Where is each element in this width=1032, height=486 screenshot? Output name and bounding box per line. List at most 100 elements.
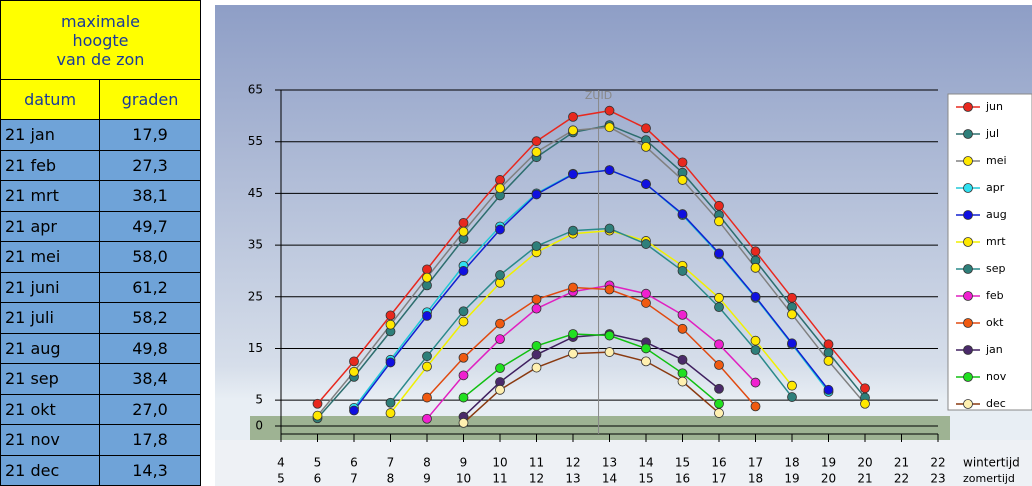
data-point [715,201,724,210]
data-point [569,170,578,179]
chart: wintertijd zomertijd 0515253545556545566… [0,0,1032,486]
x-tick-label: 20 [857,456,872,470]
landscape [250,416,950,440]
data-point [459,418,468,427]
x-tick-label: 18 [784,456,799,470]
data-point [751,263,760,272]
data-point [423,273,432,282]
data-point [532,363,541,372]
x-tick-label-summer: 7 [350,472,358,486]
data-point [569,329,578,338]
data-point [678,369,687,378]
y-tick-label: 35 [248,238,263,252]
y-tick-label: 15 [248,341,263,355]
data-point [642,289,651,298]
legend-label: apr [986,181,1005,194]
x-tick-label-summer: 5 [277,472,285,486]
x-tick-label: 4 [277,456,285,470]
data-point [605,123,614,132]
data-point [642,180,651,189]
data-point [642,344,651,353]
data-point [313,399,322,408]
x-tick-label-summer: 21 [857,472,872,486]
data-point [605,331,614,340]
data-point [496,225,505,234]
data-point [824,348,833,357]
data-point [532,137,541,146]
data-point [715,361,724,370]
legend-marker [964,292,973,301]
data-point [386,358,395,367]
legend-label: sep [986,262,1005,275]
data-point [605,285,614,294]
data-point [423,352,432,361]
x-tick-label-summer: 17 [711,472,726,486]
data-point [642,142,651,151]
x-axis-label: zomertijd [963,472,1015,485]
data-point [532,148,541,157]
data-point [496,184,505,193]
x-tick-label-summer: 18 [748,472,763,486]
data-point [642,298,651,307]
data-point [313,411,322,420]
data-point [715,293,724,302]
x-tick-label-summer: 16 [675,472,690,486]
data-point [496,271,505,280]
data-point [861,399,870,408]
legend-label: jul [985,127,999,140]
x-tick-label-summer: 13 [565,472,580,486]
data-point [788,381,797,390]
data-point [751,336,760,345]
data-point [386,320,395,329]
data-point [496,175,505,184]
data-point [715,217,724,226]
data-point [459,393,468,402]
data-point [605,166,614,175]
legend-marker [964,184,973,193]
data-point [532,295,541,304]
x-tick-label: 19 [821,456,836,470]
data-point [532,190,541,199]
data-point [751,346,760,355]
data-point [824,385,833,394]
x-tick-label: 5 [314,456,322,470]
x-tick-label-summer: 22 [894,472,909,486]
legend-label: okt [986,316,1004,329]
data-point [386,311,395,320]
data-point [386,398,395,407]
data-point [496,385,505,394]
data-point [532,350,541,359]
data-point [678,310,687,319]
data-point [532,304,541,313]
data-point [642,240,651,249]
x-tick-label: 6 [350,456,358,470]
data-point [605,348,614,357]
data-point [788,310,797,319]
x-tick-label: 16 [711,456,726,470]
data-point [715,399,724,408]
data-point [824,356,833,365]
data-point [751,247,760,256]
data-point [715,249,724,258]
x-tick-label-summer: 19 [784,472,799,486]
data-point [642,124,651,133]
data-point [824,340,833,349]
data-point [678,324,687,333]
y-tick-label: 5 [255,393,263,407]
data-point [350,406,359,415]
data-point [715,340,724,349]
legend-box [948,94,1032,410]
data-point [423,414,432,423]
data-point [751,402,760,411]
x-tick-label-summer: 6 [314,472,322,486]
x-tick-label: 10 [492,456,507,470]
data-point [715,303,724,312]
x-tick-label-summer: 14 [602,472,617,486]
x-tick-label: 15 [675,456,690,470]
data-point [496,335,505,344]
x-tick-label-summer: 20 [821,472,836,486]
x-tick-label: 17 [748,456,763,470]
x-tick-label-summer: 15 [638,472,653,486]
data-point [788,393,797,402]
data-point [569,283,578,292]
